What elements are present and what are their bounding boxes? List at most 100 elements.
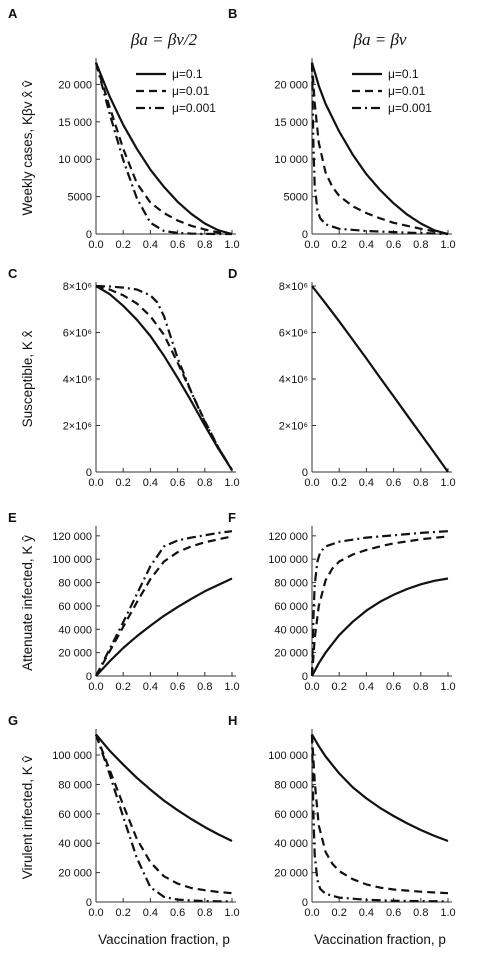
y-tick-label: 0 bbox=[302, 671, 308, 683]
x-tick-label: 0.4 bbox=[143, 239, 158, 251]
series-line-dash-dot bbox=[310, 734, 449, 903]
x-tick-label: 0.8 bbox=[413, 907, 428, 919]
x-tick-label: 0.6 bbox=[170, 239, 185, 251]
x-tick-label: 0.8 bbox=[197, 239, 212, 251]
x-tick-label: 0.6 bbox=[170, 681, 185, 693]
x-tick-label: 0.0 bbox=[304, 681, 319, 693]
x-tick-label: 0.2 bbox=[332, 239, 347, 251]
x-tick-label: 0.6 bbox=[386, 681, 401, 693]
x-tick-label: 0.2 bbox=[116, 239, 131, 251]
x-tick-label: 0.2 bbox=[116, 681, 131, 693]
y-tick-label: 2×10⁶ bbox=[279, 421, 308, 433]
y-tick-label: 0 bbox=[302, 467, 308, 479]
y-tick-label: 80 000 bbox=[58, 578, 92, 590]
series-line-dash-dot bbox=[310, 530, 449, 677]
x-tick-label: 0.4 bbox=[359, 681, 374, 693]
panel-F: F 0 20 000 40 000 60 000 80 000 100 000 120 000… bbox=[228, 510, 456, 693]
series-line-dash-dot bbox=[95, 530, 233, 677]
x-tick-label: 0.2 bbox=[116, 907, 131, 919]
panel-letter-A: A bbox=[8, 6, 18, 21]
y-tick-label: 0 bbox=[86, 897, 92, 909]
legend-label: μ=0.1 bbox=[388, 67, 419, 81]
panel-G: G 0 20 000 40 000 60 000 80 000 100 000 0.0 0.2 0… bbox=[8, 713, 240, 919]
series-line-solid bbox=[310, 62, 449, 236]
panel-B: B 0 5000 10 000 15 000 20 000 0.0 0.2 0.4 0.6 0.8 1… bbox=[228, 6, 456, 251]
y-axis-label-row-3: Attenuate infected, K ŷ bbox=[20, 535, 35, 671]
series-line-dash-dot bbox=[95, 284, 233, 471]
x-tick-label: 0.2 bbox=[116, 477, 131, 489]
y-tick-label: 0 bbox=[86, 467, 92, 479]
series-line-dash-dot bbox=[94, 734, 233, 903]
x-tick-label: 0.6 bbox=[386, 907, 401, 919]
y-tick-label: 120 000 bbox=[52, 531, 92, 543]
y-tick-label: 6×10⁶ bbox=[63, 328, 92, 340]
column-title-equal: βa = βv bbox=[353, 30, 407, 49]
y-tick-label: 80 000 bbox=[274, 578, 308, 590]
y-tick-label: 40 000 bbox=[58, 624, 92, 636]
y-tick-label: 20 000 bbox=[58, 79, 92, 91]
legend-label: μ=0.001 bbox=[172, 101, 216, 115]
y-tick-label: 15 000 bbox=[58, 117, 92, 129]
x-axis-label-col-1: Vaccination fraction, p bbox=[98, 932, 230, 947]
series-line-dashed bbox=[310, 62, 449, 236]
series-line-solid bbox=[94, 62, 233, 236]
x-tick-label: 1.0 bbox=[224, 477, 239, 489]
x-tick-label: 0.6 bbox=[386, 477, 401, 489]
series-line-solid bbox=[311, 285, 449, 473]
y-tick-label: 0 bbox=[302, 897, 308, 909]
x-axis-label-col-2: Vaccination fraction, p bbox=[314, 932, 446, 947]
y-tick-label: 8×10⁶ bbox=[63, 281, 92, 293]
x-tick-label: 0.4 bbox=[359, 907, 374, 919]
x-tick-label: 0.8 bbox=[413, 239, 428, 251]
y-tick-label: 40 000 bbox=[58, 838, 92, 850]
x-tick-label: 0.4 bbox=[143, 477, 158, 489]
y-tick-label: 4×10⁶ bbox=[279, 374, 308, 386]
y-tick-label: 4×10⁶ bbox=[63, 374, 92, 386]
y-tick-label: 0 bbox=[86, 671, 92, 683]
x-tick-label: 0.8 bbox=[197, 681, 212, 693]
panel-A: A 0 5000 10 000 15 000 20 000 0.0 0.2 0.4 0.6 0.8 1… bbox=[8, 6, 240, 251]
x-tick-label: 0.0 bbox=[88, 681, 103, 693]
series-line-solid bbox=[311, 733, 449, 843]
y-tick-label: 0 bbox=[86, 229, 92, 241]
series-line-dashed bbox=[95, 535, 233, 677]
y-axis-label-row-4: Virulent infected, K v̂ bbox=[20, 755, 35, 879]
panel-D: D 0 2×10⁶ 4×10⁶ 6×10⁶ 8×10⁶ 0.0 0.2 0.4 0.6 0.8 1.0 bbox=[228, 266, 456, 489]
series-line-solid bbox=[311, 577, 449, 677]
x-tick-label: 0.4 bbox=[143, 681, 158, 693]
y-tick-label: 80 000 bbox=[58, 779, 92, 791]
panel-letter-E: E bbox=[8, 510, 17, 525]
x-tick-label: 0.4 bbox=[143, 907, 158, 919]
series-line-solid bbox=[95, 733, 233, 842]
series-line-dashed bbox=[310, 734, 449, 895]
series-line-dashed bbox=[310, 535, 449, 677]
x-tick-label: 1.0 bbox=[224, 681, 239, 693]
y-tick-label: 80 000 bbox=[274, 779, 308, 791]
x-tick-label: 0.2 bbox=[332, 907, 347, 919]
panel-H: H 0 20 000 40 000 60 000 80 000 100 000 0.0 0.2 0… bbox=[228, 713, 456, 919]
panel-letter-D: D bbox=[228, 266, 237, 281]
y-tick-label: 100 000 bbox=[52, 554, 92, 566]
panel-letter-G: G bbox=[8, 713, 18, 728]
y-tick-label: 15 000 bbox=[274, 117, 308, 129]
y-tick-label: 2×10⁶ bbox=[63, 421, 92, 433]
x-tick-label: 0.2 bbox=[332, 681, 347, 693]
x-tick-label: 0.8 bbox=[197, 477, 212, 489]
y-axis-label-row-1: Weekly cases, Kβv x̂ v̂ bbox=[20, 80, 35, 215]
x-tick-label: 1.0 bbox=[440, 239, 455, 251]
series-line-dashed bbox=[94, 734, 233, 895]
x-tick-label: 0.0 bbox=[88, 239, 103, 251]
panel-E: E 0 20 000 40 000 60 000 80 000 100 000 120 000… bbox=[8, 510, 240, 693]
panel-letter-C: C bbox=[8, 266, 18, 281]
series-line-dash-dot bbox=[310, 62, 449, 236]
x-tick-label: 0.0 bbox=[304, 907, 319, 919]
panel-letter-B: B bbox=[228, 6, 237, 21]
y-axis-label-row-2: Susceptible, K x̂ bbox=[20, 330, 35, 427]
legend-label: μ=0.01 bbox=[388, 84, 426, 98]
y-tick-label: 100 000 bbox=[268, 554, 308, 566]
y-tick-label: 20 000 bbox=[274, 79, 308, 91]
y-tick-label: 5000 bbox=[68, 192, 92, 204]
series-line-dash-dot bbox=[94, 62, 232, 236]
series-line-dashed bbox=[94, 62, 233, 236]
legend-label: μ=0.01 bbox=[172, 84, 210, 98]
